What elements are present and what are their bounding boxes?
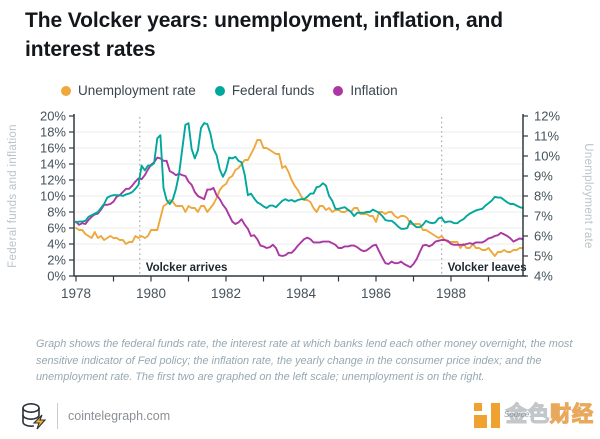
left-tick-label: 4% [47,237,66,252]
right-tick-label: 6% [534,229,553,244]
left-tick-label: 10% [40,189,66,204]
right-axis-title: Unemployment rate [582,143,594,248]
right-tick-label: 5% [534,249,553,264]
legend-label: Inflation [350,83,398,98]
unemployment-dot-icon [61,85,71,96]
left-tick-label: 14% [40,157,66,172]
x-tick-label: 1986 [361,286,391,301]
footer-site-url: cointelegraph.com [68,408,171,423]
right-tick-label: 11% [534,129,559,144]
x-tick-label: 1980 [136,286,166,301]
footer-divider [57,402,58,429]
title-line-2: interest rates [25,38,156,62]
legend-item-inflation: Inflation [333,83,398,98]
federal-funds-dot-icon [214,85,225,96]
legend-label: Unemployment rate [78,83,196,98]
title-line-1: The Volcker years: unemployment, inflati… [25,9,504,32]
annotation-label: Volcker leaves [448,262,527,274]
left-tick-label: 16% [40,141,66,156]
series-unemployment-rate [75,139,524,257]
watermark-text-orange: 财经 [549,402,594,426]
source-label: Source: [504,410,532,419]
series-federal-funds [75,122,524,230]
left-axis-title: Federal funds and inflation [7,124,19,268]
right-tick-label: 4% [534,269,553,284]
jinse-finance-watermark: Source: 金色财经 [474,400,594,430]
page-title: The Volcker years: unemployment, inflati… [25,6,575,65]
right-tick-label: 8% [534,189,553,204]
left-tick-label: 8% [47,205,66,220]
chart-legend: Unemployment rate Federal funds Inflatio… [61,83,398,98]
x-tick-label: 1978 [61,286,91,301]
left-tick-label: 12% [40,173,66,188]
legend-item-federal-funds: Federal funds [214,83,315,98]
inflation-dot-icon [333,85,344,96]
right-tick-label: 7% [534,209,553,224]
jinse-logo-icon [474,400,502,430]
right-tick-label: 9% [534,169,553,184]
left-tick-label: 0% [47,269,66,284]
annotation-label: Volcker arrives [146,262,228,274]
footer-branding: cointelegraph.com [20,401,170,430]
legend-label: Federal funds [231,83,315,98]
legend-item-unemployment: Unemployment rate [61,83,196,98]
right-tick-label: 12% [534,109,560,124]
left-tick-label: 6% [47,221,66,236]
x-tick-label: 1984 [286,286,317,301]
right-tick-label: 10% [534,149,560,164]
watermark-text-gray: 金色 [505,402,550,426]
x-tick-label: 1988 [436,286,466,301]
left-tick-label: 20% [40,109,66,124]
chart-footnote: Graph shows the federal funds rate, the … [36,338,573,384]
left-tick-label: 2% [47,253,66,268]
cointelegraph-logo-icon [22,403,47,430]
x-tick-label: 1982 [211,286,241,301]
left-tick-label: 18% [40,125,66,140]
